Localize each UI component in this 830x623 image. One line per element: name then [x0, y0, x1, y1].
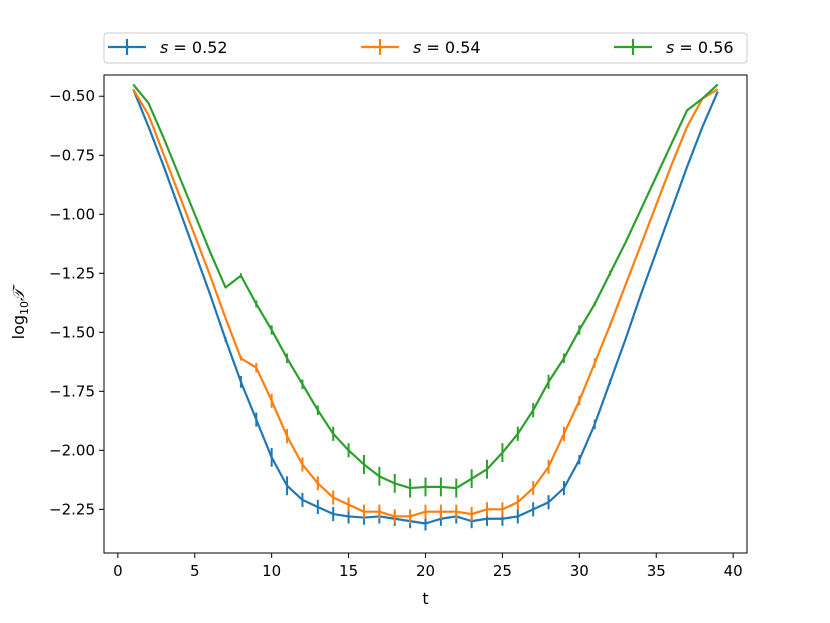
- y-tick-label: −1.50: [49, 323, 95, 341]
- legend-label: s = 0.56: [666, 38, 734, 57]
- x-tick-label: 20: [416, 562, 435, 580]
- series-1: [132, 88, 719, 531]
- legend-label: s = 0.54: [413, 38, 481, 57]
- y-axis-label-var: 𝒯: [9, 284, 28, 301]
- legend-label: s = 0.52: [160, 38, 228, 57]
- y-axis-label-log: log: [9, 315, 28, 339]
- x-tick-label: 30: [570, 562, 589, 580]
- legend-item: s = 0.52: [108, 38, 228, 57]
- legend-item: s = 0.56: [614, 38, 734, 57]
- x-axis-label: t: [422, 589, 428, 608]
- y-tick-label: −1.75: [49, 382, 95, 400]
- y-tick-label: −2.25: [49, 500, 95, 518]
- x-tick-label: 0: [113, 562, 123, 580]
- y-tick-label: −1.25: [49, 264, 95, 282]
- legend-item: s = 0.54: [361, 38, 481, 57]
- x-tick-label: 35: [647, 562, 666, 580]
- x-tick-label: 10: [262, 562, 281, 580]
- series-line: [132, 88, 719, 518]
- y-tick-label: −0.50: [49, 87, 95, 105]
- series-3: [132, 83, 719, 498]
- x-tick-label: 15: [339, 562, 358, 580]
- x-tick-label: 5: [190, 562, 200, 580]
- y-axis-label: log10𝒯: [9, 284, 31, 339]
- y-tick-label: −1.00: [49, 205, 95, 223]
- x-tick-label: 25: [493, 562, 512, 580]
- series-line: [132, 83, 719, 490]
- x-tick-label: 40: [724, 562, 743, 580]
- series-2: [132, 88, 719, 524]
- legend: s = 0.52 s = 0.54 s = 0.56: [103, 32, 748, 64]
- y-axis-label-sub: 10: [18, 301, 31, 315]
- y-tick-label: −2.00: [49, 441, 95, 459]
- y-tick-label: −0.75: [49, 146, 95, 164]
- legend-frame: [103, 32, 748, 64]
